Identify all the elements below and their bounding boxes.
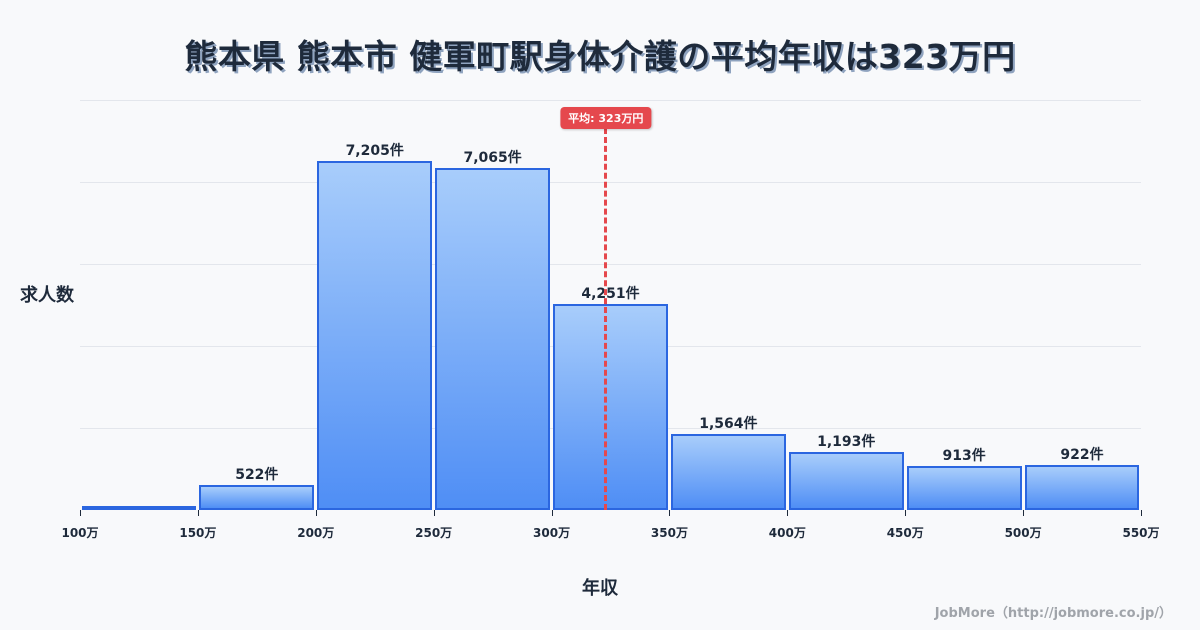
x-tick: [551, 510, 553, 516]
x-tick: [433, 510, 435, 516]
x-tick: [315, 510, 317, 516]
bar-value-label: 522件: [235, 467, 279, 483]
x-tick-label: 300万: [533, 526, 571, 540]
mean-line: [604, 128, 608, 510]
x-axis-label: 年収: [582, 578, 618, 599]
histogram-bar: [199, 485, 315, 510]
credit-text: JobMore（http://jobmore.co.jp/）: [934, 606, 1172, 621]
histogram-bar: [1024, 465, 1140, 510]
x-tick-label: 150万: [179, 526, 217, 540]
bar-value-label: 913件: [942, 448, 986, 464]
histogram-bar: [81, 506, 197, 510]
bar-value-label: 7,065件: [463, 150, 522, 166]
x-tick-label: 400万: [768, 526, 806, 540]
gridline: [80, 182, 1141, 183]
x-tick-label: 200万: [297, 526, 335, 540]
bar-value-label: 1,564件: [699, 416, 758, 432]
histogram-bar: [788, 452, 904, 510]
histogram-bar: [553, 304, 668, 510]
histogram-bar: [670, 434, 786, 510]
x-tick: [1023, 510, 1025, 516]
x-tick: [197, 510, 199, 516]
x-tick: [787, 510, 789, 516]
x-tick-label: 450万: [886, 526, 924, 540]
bar-value-label: 1,193件: [817, 434, 876, 450]
x-tick-label: 550万: [1122, 526, 1160, 540]
x-tick: [1141, 510, 1142, 516]
x-tick: [80, 510, 81, 516]
histogram-bar: [317, 161, 433, 510]
gridline: [80, 100, 1141, 101]
mean-badge: 平均: 323万円: [560, 107, 652, 129]
x-tick-label: 100万: [61, 526, 99, 540]
gridline: [80, 264, 1141, 265]
histogram-bar: [435, 168, 551, 510]
chart-title: 熊本県 熊本市 健軍町駅身体介護の平均年収は323万円: [184, 37, 1016, 76]
x-tick: [669, 510, 671, 516]
x-tick-label: 250万: [415, 526, 453, 540]
y-axis-label: 求人数: [20, 285, 74, 306]
x-tick: [905, 510, 907, 516]
x-tick-label: 350万: [650, 526, 688, 540]
bar-value-label: 7,205件: [345, 143, 404, 159]
bar-value-label: 4,251件: [581, 286, 640, 302]
plot-area: 522件 7,205件 7,065件 4,251件 1,564件 1,193件 913件 92…: [61, 100, 1160, 540]
bar-value-label: 922件: [1060, 447, 1104, 463]
x-tick-label: 500万: [1004, 526, 1042, 540]
histogram-bar: [906, 466, 1022, 510]
